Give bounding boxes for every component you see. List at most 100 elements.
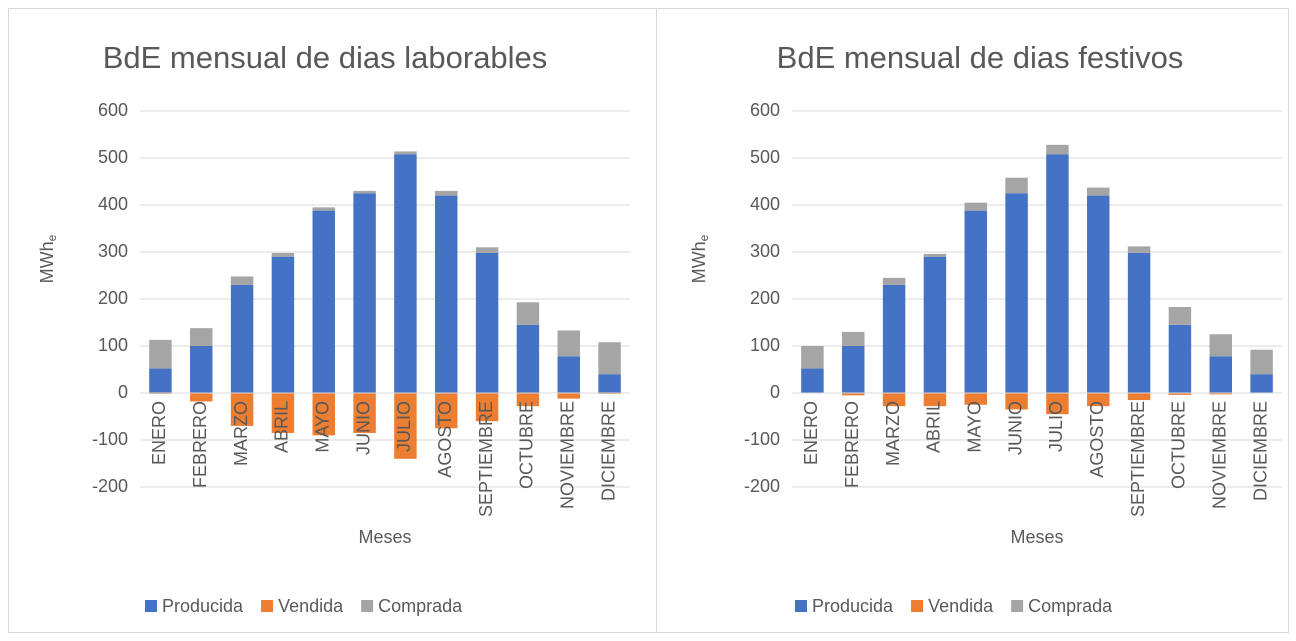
bar (557, 393, 580, 399)
x-tick-label: OCTUBRE (517, 401, 537, 489)
legend-swatch (1011, 600, 1024, 612)
x-tick-label: DICIEMBRE (598, 401, 618, 501)
y-tick-label: 200 (750, 288, 780, 308)
bar (230, 276, 254, 285)
bar (1209, 356, 1232, 393)
bar (435, 190, 458, 196)
y-axis-label-sub: e (45, 234, 59, 241)
y-tick-label: 100 (750, 335, 780, 355)
y-tick-label: -100 (744, 429, 780, 449)
y-axis-label: MWhe (689, 234, 711, 283)
bar (435, 195, 458, 393)
legend-swatch (361, 600, 374, 612)
legend-swatch (911, 600, 924, 612)
y-tick-label: 200 (98, 288, 128, 308)
bar (1005, 177, 1028, 194)
bar (557, 356, 580, 393)
x-tick-label: FEBRERO (190, 401, 210, 488)
y-tick-label: 300 (750, 241, 780, 261)
x-tick-label: ABRIL (924, 401, 944, 453)
y-tick-label: 400 (750, 194, 780, 214)
x-tick-label: ENERO (149, 401, 169, 465)
bar (353, 193, 376, 393)
bar (1209, 393, 1232, 395)
bar (1168, 306, 1192, 325)
bar (1046, 154, 1069, 393)
bar (1127, 246, 1151, 253)
x-axis-label: Meses (1010, 527, 1063, 547)
x-tick-label: JULIO (1046, 401, 1066, 452)
bar (435, 393, 458, 429)
x-tick-label: JUNIO (353, 401, 373, 455)
bar (271, 393, 295, 433)
x-tick-label: ENERO (801, 401, 821, 465)
y-tick-label: -200 (92, 476, 128, 496)
bar (1087, 195, 1110, 393)
bar (842, 346, 865, 393)
y-tick-label: 0 (770, 382, 780, 402)
bar (964, 202, 987, 211)
frame (8, 8, 1289, 633)
bar (475, 247, 499, 253)
bar (516, 324, 540, 393)
x-tick-label: ABRIL (272, 401, 292, 453)
bar (353, 393, 376, 433)
x-tick-label: AGOSTO (1087, 401, 1107, 478)
bar (190, 393, 213, 402)
bar (1168, 324, 1192, 393)
bar (1127, 252, 1151, 393)
x-tick-label: MARZO (231, 401, 251, 466)
y-tick-label: 0 (118, 382, 128, 402)
bar (475, 252, 499, 393)
bar (557, 330, 580, 357)
bar (923, 256, 947, 393)
legend-label: Vendida (278, 596, 344, 616)
bar (1250, 349, 1273, 375)
bar (149, 368, 172, 393)
bar (1046, 144, 1069, 155)
bar (1250, 374, 1273, 393)
bar (1087, 393, 1110, 407)
bar (842, 393, 865, 396)
bar (923, 393, 947, 407)
y-tick-label: 500 (98, 147, 128, 167)
y-tick-label: 600 (750, 100, 780, 120)
x-tick-label: NOVIEMBRE (558, 401, 578, 509)
x-tick-label: SEPTIEMBRE (476, 401, 496, 517)
bar (801, 368, 824, 393)
bar (598, 342, 621, 375)
legend-swatch (261, 600, 274, 612)
bar (964, 210, 987, 393)
y-axis-label-main: MWh (37, 241, 57, 283)
bar (312, 207, 335, 211)
bar (801, 346, 824, 369)
bar (882, 393, 906, 407)
bar (1005, 193, 1028, 393)
bar (1168, 393, 1192, 395)
y-tick-label: 400 (98, 194, 128, 214)
y-tick-label: -100 (92, 429, 128, 449)
bar (475, 393, 499, 422)
x-tick-label: AGOSTO (435, 401, 455, 478)
legend-swatch (145, 600, 157, 612)
y-tick-label: 300 (98, 241, 128, 261)
bar (271, 256, 295, 393)
bar (923, 253, 947, 257)
bar (1127, 393, 1151, 401)
legend-label: Vendida (928, 596, 994, 616)
chart-title: BdE mensual de dias laborables (103, 40, 548, 75)
y-tick-label: -200 (744, 476, 780, 496)
x-tick-label: MAYO (965, 401, 985, 453)
bar (394, 154, 417, 393)
x-tick-label: MARZO (883, 401, 903, 466)
x-tick-label: NOVIEMBRE (1210, 401, 1230, 509)
x-tick-label: OCTUBRE (1169, 401, 1189, 489)
y-axis-label-main: MWh (689, 241, 709, 283)
bar (882, 277, 906, 285)
bar (882, 284, 906, 393)
y-tick-label: 600 (98, 100, 128, 120)
y-axis-label-sub: e (697, 234, 711, 241)
x-axis-label: Meses (358, 527, 411, 547)
bar (964, 393, 987, 405)
